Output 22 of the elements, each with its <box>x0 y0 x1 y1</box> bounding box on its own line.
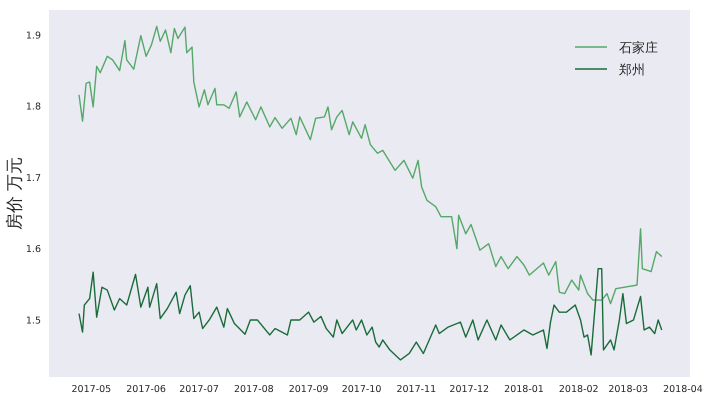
x-tick-label: 2017-07 <box>179 384 219 395</box>
y-axis-title: 房价 万元 <box>5 156 25 230</box>
x-tick-label: 2017-08 <box>234 384 274 395</box>
line-series <box>78 268 662 361</box>
y-tick-label: 1.6 <box>26 244 41 256</box>
x-tick-label: 2017-10 <box>342 384 382 395</box>
x-tick-label: 2017-12 <box>449 384 490 395</box>
x-tick-label: 2018-02 <box>558 384 599 395</box>
x-tick-label: 2017-05 <box>72 384 112 395</box>
y-tick-label: 1.8 <box>26 102 41 113</box>
x-tick-label: 2018-04 <box>663 384 703 395</box>
x-tick-label: 2017-06 <box>126 384 166 395</box>
y-tick-label: 1.9 <box>26 30 41 42</box>
x-tick-label: 2018-01 <box>504 384 544 395</box>
y-tick-label: 1.7 <box>26 172 41 184</box>
line-series <box>78 26 662 304</box>
y-tick-label: 1.5 <box>26 315 41 326</box>
legend-label: 郑州 <box>619 63 645 78</box>
x-tick-label: 2017-11 <box>396 384 436 395</box>
x-tick-label: 2017-09 <box>288 384 328 395</box>
legend-label: 石家庄 <box>619 40 658 56</box>
x-tick-label: 2018-03 <box>608 384 648 395</box>
